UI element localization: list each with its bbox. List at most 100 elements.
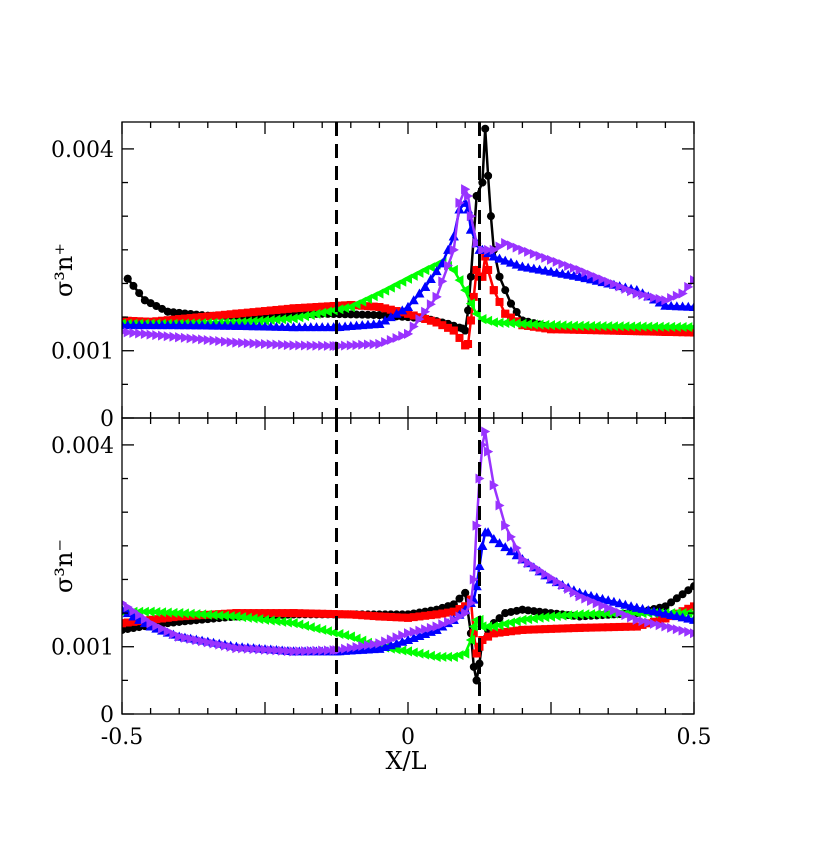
series-marker-4 xyxy=(186,333,196,344)
data-point-0 xyxy=(375,311,384,320)
series-marker-1 xyxy=(266,609,275,618)
data-point-3 xyxy=(420,281,431,291)
series-marker-2 xyxy=(614,321,624,332)
series-marker-4 xyxy=(283,646,293,657)
series-marker-2 xyxy=(683,322,693,333)
series-marker-4 xyxy=(569,587,579,598)
data-point-2 xyxy=(465,298,475,309)
series-marker-3 xyxy=(660,608,671,618)
data-point-1 xyxy=(489,629,498,638)
series-marker-1 xyxy=(564,624,573,633)
series-marker-2 xyxy=(300,620,310,631)
series-marker-4 xyxy=(592,272,602,283)
series-marker-4 xyxy=(455,611,465,622)
data-point-3 xyxy=(483,527,494,537)
series-marker-4 xyxy=(644,291,654,302)
data-point-0 xyxy=(481,124,490,133)
series-marker-3 xyxy=(563,269,574,279)
data-point-1 xyxy=(632,622,641,631)
series-marker-4 xyxy=(426,622,436,633)
series-marker-1 xyxy=(301,303,310,312)
series-marker-3 xyxy=(528,263,539,273)
series-marker-3 xyxy=(643,605,654,615)
series-marker-3 xyxy=(677,612,688,622)
series-marker-4 xyxy=(323,645,333,656)
series-marker-1 xyxy=(649,327,658,336)
series-marker-1 xyxy=(329,301,338,310)
series-marker-1 xyxy=(444,608,453,617)
series-marker-2 xyxy=(563,610,573,621)
data-point-1 xyxy=(464,340,473,348)
series-marker-4 xyxy=(684,626,694,637)
series-marker-2 xyxy=(540,612,550,623)
series-marker-1 xyxy=(547,624,555,633)
series-marker-3 xyxy=(603,595,614,605)
series-marker-1 xyxy=(198,312,207,321)
series-marker-2 xyxy=(282,617,292,628)
series-marker-2 xyxy=(219,610,229,621)
series-marker-4 xyxy=(615,281,625,292)
data-point-2 xyxy=(448,651,458,662)
data-point-1 xyxy=(346,610,355,619)
series-marker-0 xyxy=(135,289,144,298)
series-marker-1 xyxy=(123,618,132,627)
series-marker-1 xyxy=(220,310,229,319)
series-marker-4 xyxy=(661,621,671,632)
data-point-1 xyxy=(469,629,478,638)
data-point-3 xyxy=(471,581,482,591)
series-marker-2 xyxy=(408,647,418,658)
data-point-1 xyxy=(449,607,458,616)
series-marker-2 xyxy=(322,626,332,637)
data-point-0 xyxy=(518,605,527,614)
series-marker-1 xyxy=(415,612,424,621)
series-marker-2 xyxy=(271,314,281,325)
series-marker-1 xyxy=(501,627,510,636)
series-marker-4 xyxy=(341,643,351,654)
series-marker-4 xyxy=(158,623,168,634)
series-marker-4 xyxy=(209,638,219,649)
data-point-0 xyxy=(486,212,495,221)
series-marker-2 xyxy=(591,321,601,332)
series-marker-1 xyxy=(564,325,573,334)
data-point-1 xyxy=(449,326,458,335)
series-marker-4 xyxy=(266,645,276,656)
series-marker-2 xyxy=(443,651,453,662)
series-marker-2 xyxy=(683,608,693,619)
series-marker-3 xyxy=(505,546,516,556)
series-marker-2 xyxy=(557,610,567,621)
series-marker-1 xyxy=(512,626,521,635)
series-marker-2 xyxy=(580,320,590,331)
data-point-1 xyxy=(690,328,694,337)
data-point-2 xyxy=(403,273,412,284)
data-point-1 xyxy=(575,623,584,632)
series-marker-2 xyxy=(225,611,235,622)
series-marker-1 xyxy=(266,306,275,315)
series-marker-4 xyxy=(272,339,282,350)
data-point-0 xyxy=(464,306,473,315)
series-marker-1 xyxy=(506,313,515,322)
series-marker-4 xyxy=(255,338,265,349)
series-marker-1 xyxy=(506,627,515,636)
series-marker-2 xyxy=(294,312,304,323)
series-marker-4 xyxy=(198,636,208,647)
data-point-4 xyxy=(289,340,299,351)
series-marker-1 xyxy=(209,311,218,320)
data-point-0 xyxy=(484,171,493,180)
data-point-3 xyxy=(689,302,694,311)
series-marker-2 xyxy=(305,622,315,633)
series-marker-4 xyxy=(587,595,597,606)
data-point-4 xyxy=(461,184,471,195)
series-marker-4 xyxy=(392,332,402,343)
series-marker-1 xyxy=(604,623,613,632)
data-point-3 xyxy=(403,635,413,644)
data-point-2 xyxy=(631,321,641,332)
series-marker-1 xyxy=(278,609,287,618)
series-marker-4 xyxy=(409,626,419,637)
series-marker-2 xyxy=(328,627,338,638)
series-marker-1 xyxy=(192,313,201,322)
series-marker-1 xyxy=(381,612,390,621)
data-point-3 xyxy=(374,643,385,653)
series-marker-3 xyxy=(683,613,694,623)
data-point-4 xyxy=(518,554,528,565)
